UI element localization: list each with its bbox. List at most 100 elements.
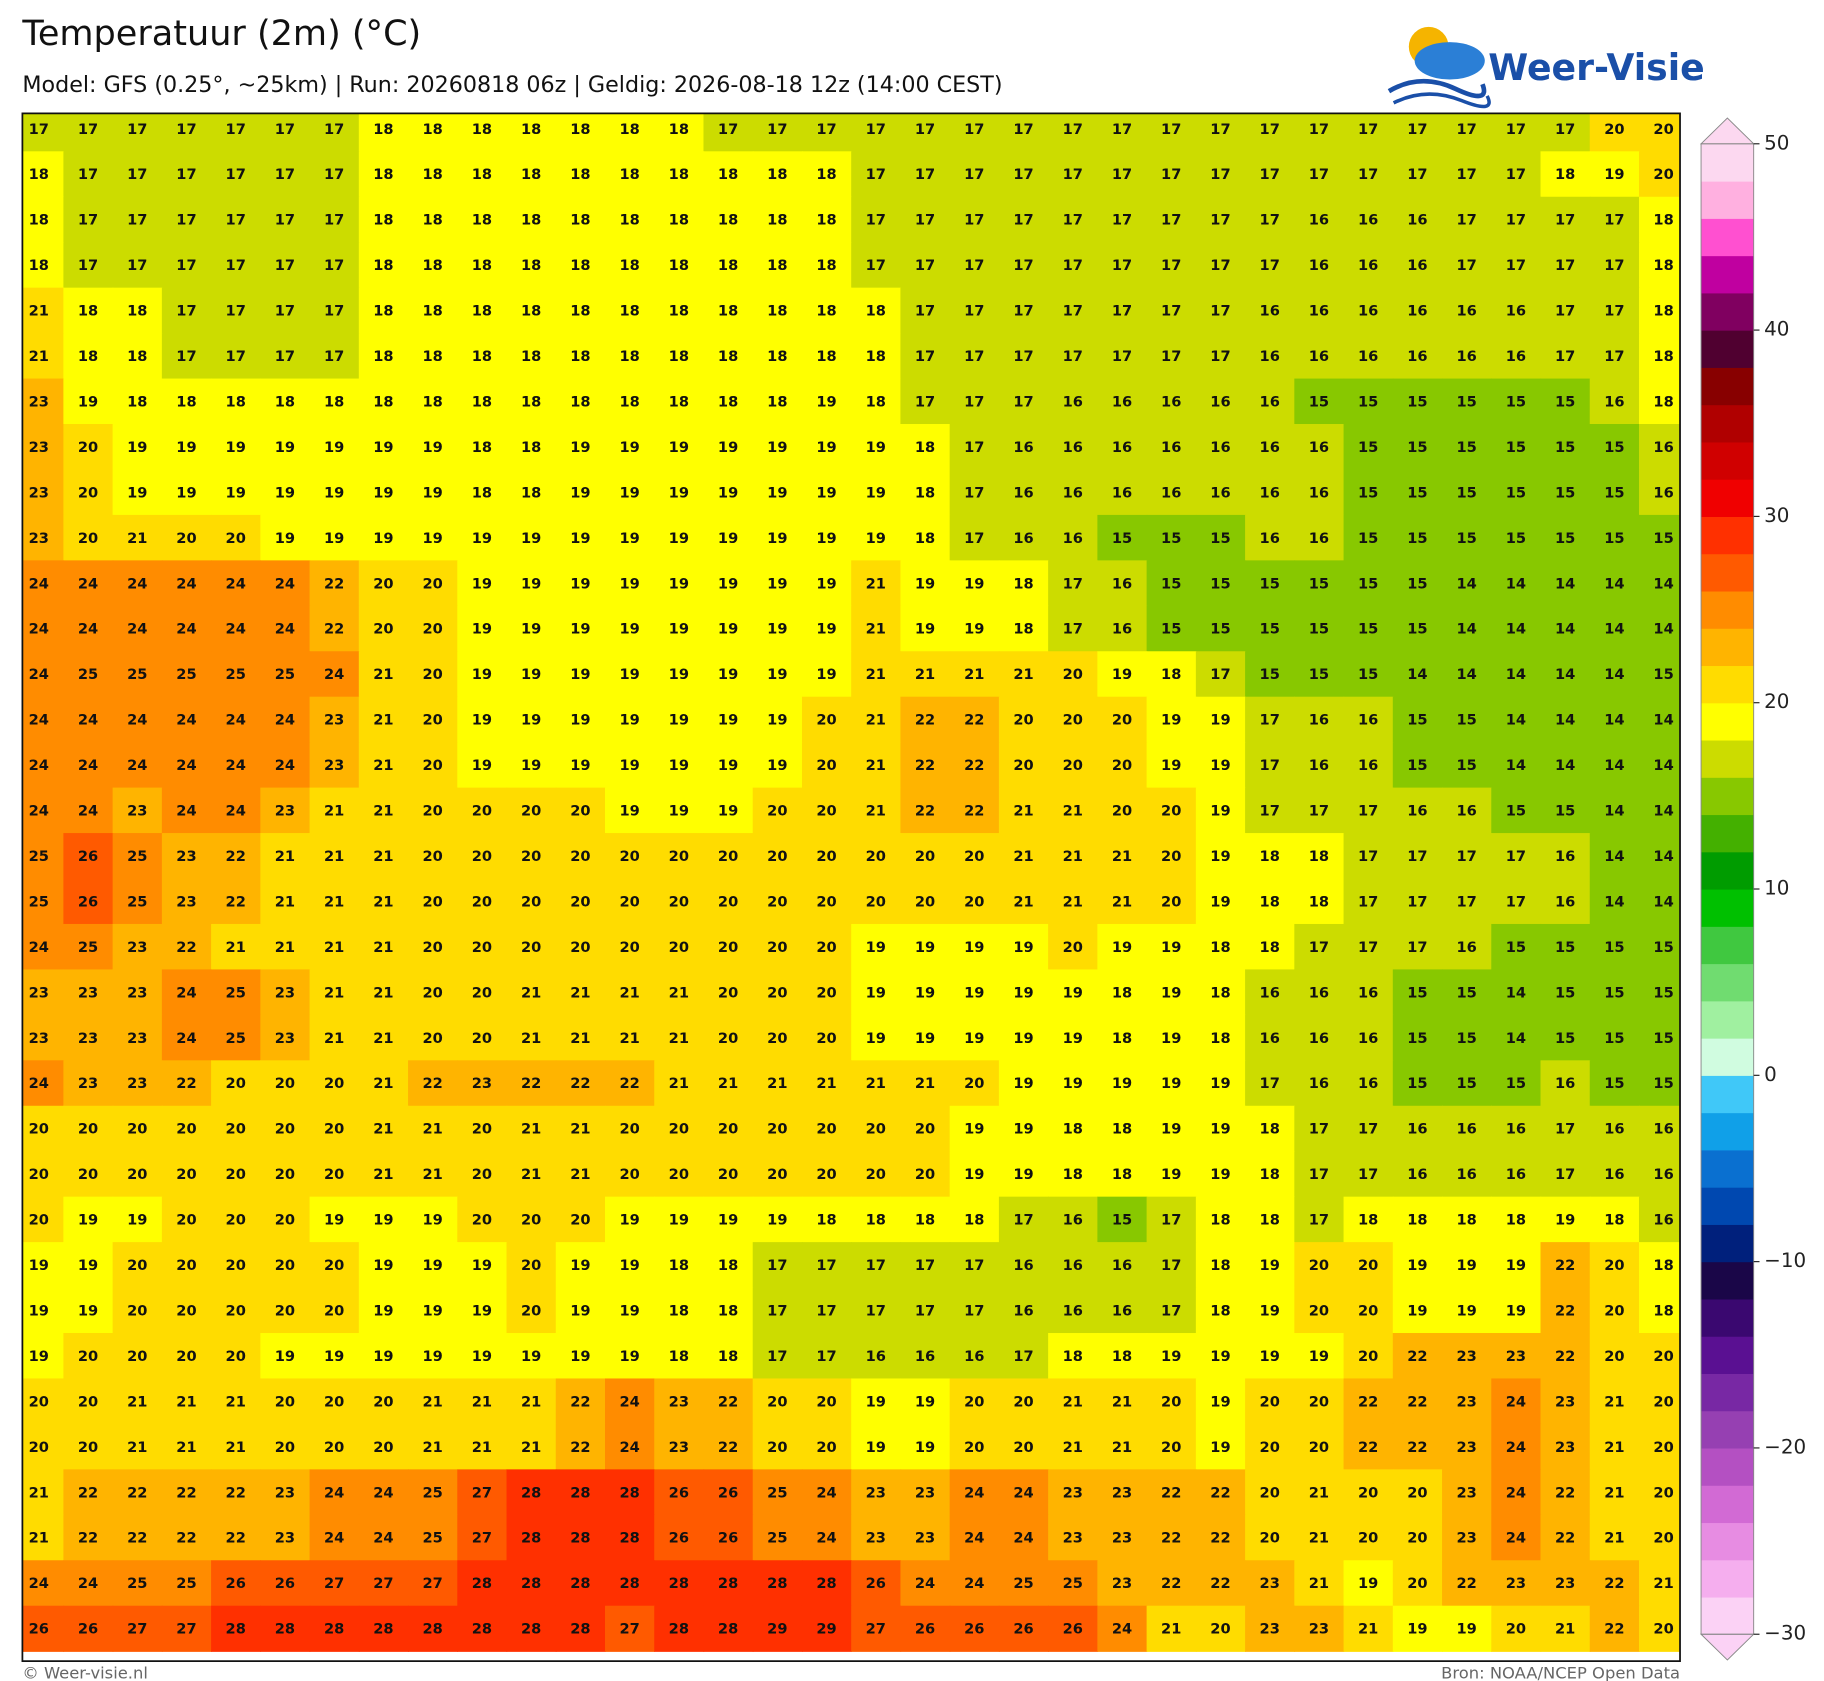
temperature-cell <box>654 1060 705 1107</box>
temperature-value: 19 <box>866 984 886 1001</box>
temperature-value: 18 <box>1653 257 1673 274</box>
colorbar-bin <box>1701 330 1754 368</box>
temperature-value: 20 <box>1112 712 1132 729</box>
temperature-cell <box>1638 696 1681 743</box>
temperature-cell <box>654 742 705 789</box>
temperature-value: 19 <box>324 1212 344 1229</box>
temperature-value: 20 <box>422 666 442 683</box>
colorbar-tick-label: −10 <box>1764 1249 1806 1272</box>
temperature-value: 15 <box>1210 575 1230 592</box>
temperature-cell <box>408 514 458 562</box>
temperature-value: 18 <box>1210 1257 1230 1274</box>
temperature-value: 15 <box>1653 1075 1673 1092</box>
temperature-value: 19 <box>472 575 492 592</box>
temperature-value: 17 <box>78 257 98 274</box>
temperature-value: 17 <box>1210 212 1230 229</box>
temperature-value: 14 <box>1604 575 1624 592</box>
temperature-value: 20 <box>718 984 738 1001</box>
temperature-cell <box>752 378 803 425</box>
temperature-cell <box>654 560 705 607</box>
temperature-cell <box>1195 113 1246 153</box>
temperature-value: 19 <box>324 1348 344 1365</box>
temperature-value: 24 <box>29 621 49 638</box>
temperature-cell <box>605 878 655 925</box>
temperature-value: 15 <box>1506 484 1526 501</box>
colorbar-bin <box>1701 1224 1754 1263</box>
temperature-cell <box>949 1105 1000 1152</box>
temperature-cell <box>260 287 311 334</box>
colorbar-bin <box>1701 1038 1754 1076</box>
temperature-value: 21 <box>1013 893 1033 910</box>
temperature-value: 21 <box>127 1393 147 1410</box>
temperature-cell <box>1195 1060 1246 1107</box>
temperature-cell <box>22 605 65 652</box>
temperature-value: 15 <box>1555 1030 1575 1047</box>
temperature-value: 16 <box>1309 303 1329 320</box>
temperature-cell <box>1343 969 1394 1016</box>
temperature-value: 21 <box>1063 1439 1083 1456</box>
temperature-value: 19 <box>964 575 984 592</box>
temperature-value: 21 <box>29 1484 49 1501</box>
temperature-cell <box>260 333 311 380</box>
temperature-cell <box>457 514 508 562</box>
temperature-cell <box>752 424 803 471</box>
temperature-cell <box>112 833 163 880</box>
temperature-value: 19 <box>816 575 836 592</box>
temperature-value: 24 <box>1013 1484 1033 1501</box>
temperature-cell <box>1638 378 1681 425</box>
temperature-cell <box>1195 1014 1246 1062</box>
temperature-cell <box>1048 969 1099 1016</box>
temperature-value: 19 <box>669 803 689 820</box>
temperature-value: 20 <box>1260 1484 1280 1501</box>
temperature-value: 20 <box>767 939 787 956</box>
temperature-value: 21 <box>866 575 886 592</box>
temperature-cell <box>506 1105 557 1152</box>
temperature-value: 20 <box>226 1075 246 1092</box>
temperature-cell <box>112 1105 163 1152</box>
temperature-cell <box>506 378 557 425</box>
temperature-value: 20 <box>29 1393 49 1410</box>
temperature-value: 17 <box>1161 1212 1181 1229</box>
temperature-cell <box>1638 514 1681 562</box>
temperature-cell <box>1589 1014 1640 1062</box>
map-title: Temperatuur (2m) (°C) <box>21 13 421 54</box>
temperature-value: 19 <box>373 1257 393 1274</box>
temperature-value: 24 <box>816 1530 836 1547</box>
temperature-cell <box>1540 196 1591 243</box>
temperature-value: 17 <box>1013 166 1033 183</box>
temperature-value: 22 <box>324 575 344 592</box>
temperature-value: 25 <box>226 1030 246 1047</box>
temperature-cell <box>1245 923 1296 971</box>
temperature-cell <box>900 742 951 789</box>
temperature-value: 23 <box>915 1530 935 1547</box>
colorbar-bin <box>1701 926 1754 965</box>
temperature-cell <box>309 923 360 971</box>
temperature-value: 24 <box>226 575 246 592</box>
temperature-cell <box>900 333 951 380</box>
temperature-cell <box>1245 424 1296 471</box>
temperature-cell <box>900 969 951 1016</box>
temperature-value: 16 <box>1013 530 1033 547</box>
temperature-value: 20 <box>521 1302 541 1319</box>
temperature-value: 20 <box>521 803 541 820</box>
temperature-cell <box>605 787 655 834</box>
temperature-cell <box>211 923 262 971</box>
temperature-value: 20 <box>816 1121 836 1138</box>
temperature-value: 24 <box>78 575 98 592</box>
temperature-cell <box>506 651 557 698</box>
temperature-cell <box>801 1014 852 1062</box>
temperature-cell <box>900 1060 951 1107</box>
temperature-value: 20 <box>767 1030 787 1047</box>
temperature-cell <box>654 787 705 834</box>
temperature-value: 15 <box>1112 1212 1132 1229</box>
temperature-value: 17 <box>1506 121 1526 138</box>
temperature-value: 26 <box>78 1621 98 1638</box>
temperature-value: 22 <box>78 1484 98 1501</box>
colorbar-bin <box>1701 553 1754 592</box>
temperature-value: 18 <box>915 1212 935 1229</box>
temperature-cell <box>1442 787 1492 834</box>
temperature-value: 17 <box>1112 348 1132 365</box>
temperature-cell <box>851 1060 902 1107</box>
temperature-value: 17 <box>275 303 295 320</box>
temperature-cell <box>949 696 1000 743</box>
